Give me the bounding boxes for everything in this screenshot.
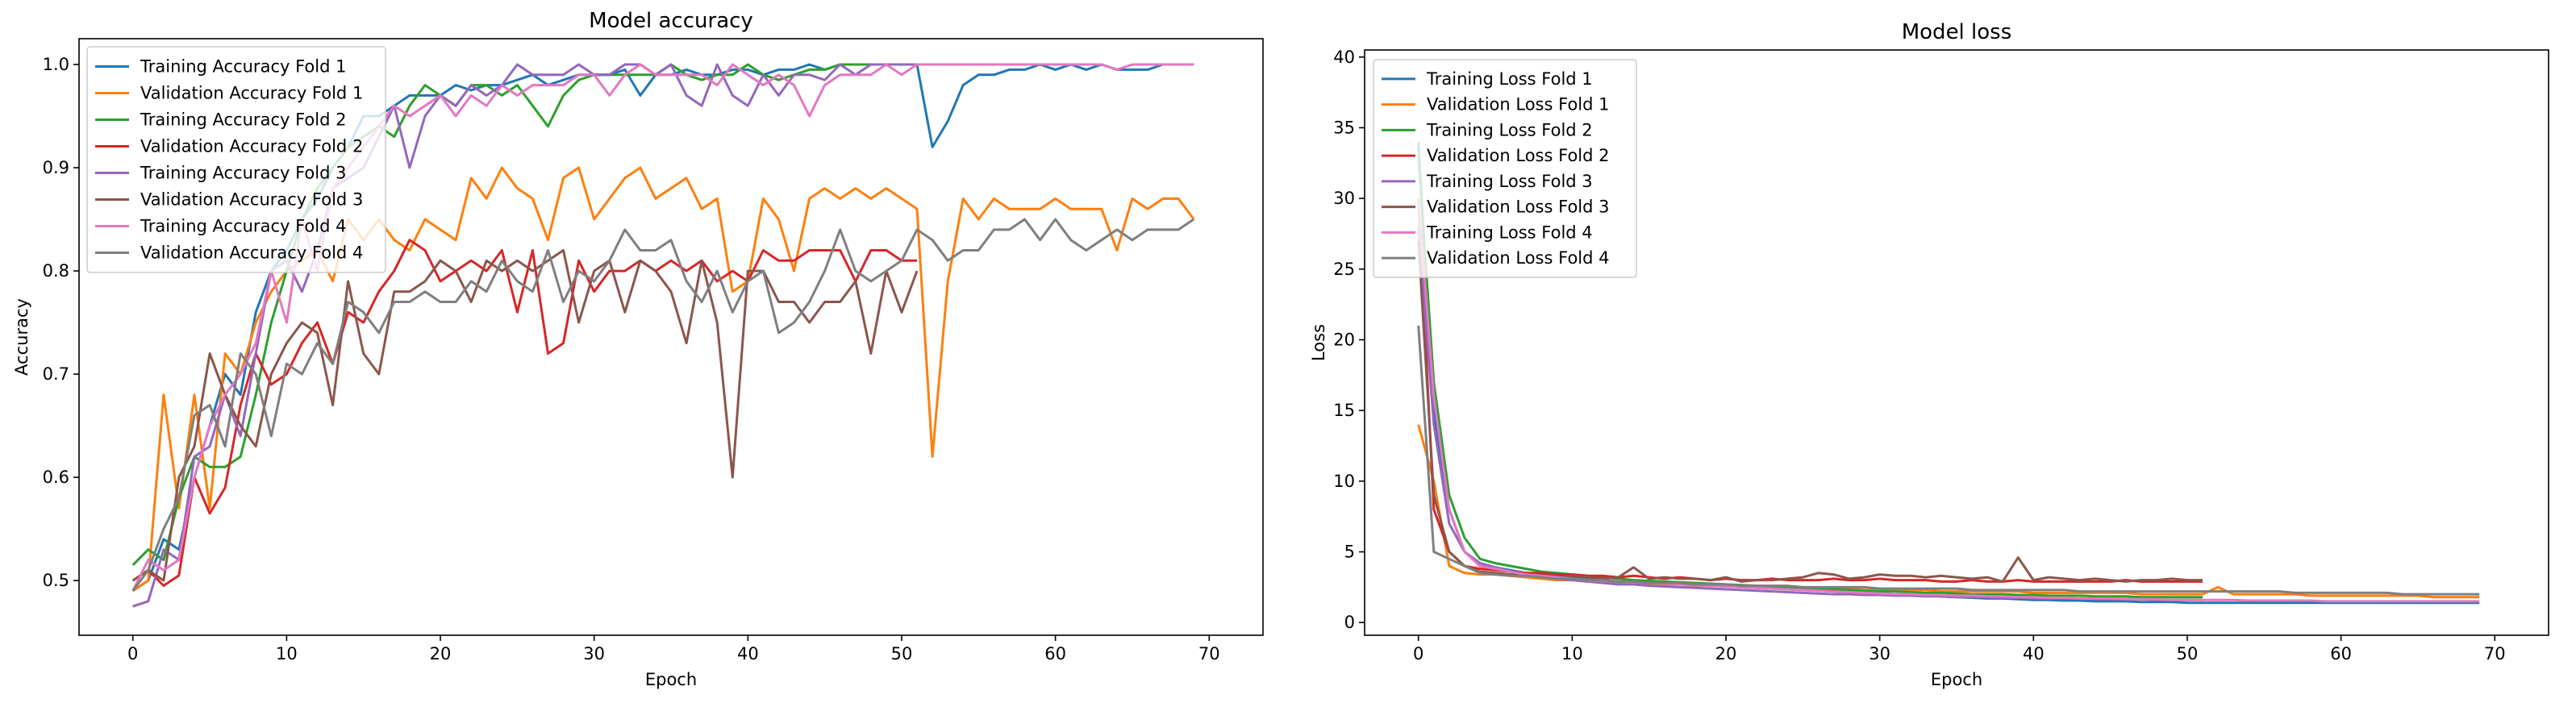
series-line-6	[1417, 240, 2203, 583]
chart-title: Model loss	[1902, 20, 2012, 44]
x-axis-label: Epoch	[1931, 670, 1982, 689]
legend-label-5: Training Accuracy Fold 3	[140, 164, 346, 183]
x-tick-label: 70	[2484, 644, 2506, 663]
legend-label-6: Validation Loss Fold 3	[1427, 198, 1610, 217]
legend-label-3: Training Accuracy Fold 2	[140, 110, 346, 130]
x-tick-label: 40	[2023, 644, 2045, 663]
series-line-5	[1417, 227, 2203, 601]
x-tick-label: 10	[276, 644, 298, 663]
legend-label-3: Training Loss Fold 2	[1426, 120, 1593, 139]
x-tick-label: 60	[2330, 644, 2352, 663]
x-tick-label: 20	[430, 644, 452, 663]
y-tick-label: 35	[1333, 118, 1355, 137]
legend-label-8: Validation Accuracy Fold 4	[140, 243, 363, 263]
plot-frame	[1364, 49, 2549, 636]
legend-label-1: Training Accuracy Fold 1	[140, 57, 346, 77]
series-line-8	[1417, 325, 2480, 596]
series-line-2	[1417, 424, 2480, 599]
x-tick-label: 30	[583, 644, 605, 663]
legend-label-7: Training Accuracy Fold 4	[140, 217, 346, 236]
legend-label-1: Training Loss Fold 1	[1426, 69, 1593, 89]
y-tick-label: 25	[1333, 260, 1355, 279]
legend-label-8: Validation Loss Fold 4	[1427, 248, 1610, 268]
y-tick-label: 0.5	[43, 571, 69, 590]
x-tick-label: 50	[2177, 644, 2199, 663]
x-tick-label: 20	[1715, 644, 1737, 663]
x-tick-label: 10	[1561, 644, 1583, 663]
series-line-4	[1417, 198, 2203, 583]
chart-title: Model accuracy	[589, 9, 753, 33]
legend-label-5: Training Loss Fold 3	[1426, 172, 1593, 191]
legend-label-4: Validation Loss Fold 2	[1427, 146, 1610, 165]
y-tick-label: 5	[1344, 543, 1355, 562]
y-axis-label: Loss	[1309, 324, 1328, 361]
x-axis-label: Epoch	[645, 670, 697, 689]
y-tick-label: 0.9	[43, 158, 69, 177]
legend: Training Accuracy Fold 1 Validation Accur…	[86, 46, 386, 273]
legend-box	[1373, 59, 1637, 278]
x-tick-label: 30	[1869, 644, 1890, 663]
legend-label-6: Validation Accuracy Fold 3	[140, 190, 363, 210]
legend-label-2: Validation Accuracy Fold 1	[140, 84, 363, 103]
x-tick-label: 0	[127, 644, 138, 663]
legend: Training Loss Fold 1 Validation Loss Fold…	[1373, 59, 1637, 278]
legend-box	[86, 46, 386, 273]
y-tick-label: 0.7	[43, 364, 69, 384]
y-tick-label: 0.6	[43, 468, 69, 487]
series-group	[1417, 141, 2480, 605]
legend-label-2: Validation Loss Fold 1	[1427, 95, 1610, 114]
y-tick-label: 30	[1333, 189, 1355, 208]
y-tick-label: 1.0	[43, 55, 69, 74]
series-line-3	[131, 63, 917, 566]
y-axis-label: Accuracy	[12, 298, 31, 376]
x-tick-label: 40	[737, 644, 759, 663]
plot-frame	[78, 38, 1264, 636]
series-line-4	[131, 239, 917, 587]
series-line-6	[131, 249, 919, 582]
y-tick-label: 10	[1333, 472, 1355, 491]
x-tick-label: 70	[1198, 644, 1220, 663]
x-tick-label: 0	[1413, 644, 1423, 663]
x-tick-label: 60	[1044, 644, 1066, 663]
chart-panel-2: 0 10 20 30 40 50 60 70 0 5 10 15 20 25 30 35 40 Model los…	[1309, 20, 2549, 689]
y-tick-label: 0	[1344, 613, 1355, 632]
y-tick-label: 0.8	[43, 261, 69, 281]
chart-panel-1: 0 10 20 30 40 50 60 70 0.5 0.6 0.7 0.8 0.9 1.0 Model a…	[12, 9, 1264, 689]
y-tick-label: 40	[1333, 48, 1355, 67]
series-line-8	[131, 218, 1195, 592]
y-tick-label: 20	[1333, 330, 1355, 349]
legend-label-7: Training Loss Fold 4	[1426, 222, 1593, 242]
x-tick-label: 50	[891, 644, 913, 663]
y-tick-label: 15	[1333, 401, 1355, 420]
legend-label-4: Validation Accuracy Fold 2	[140, 137, 363, 156]
